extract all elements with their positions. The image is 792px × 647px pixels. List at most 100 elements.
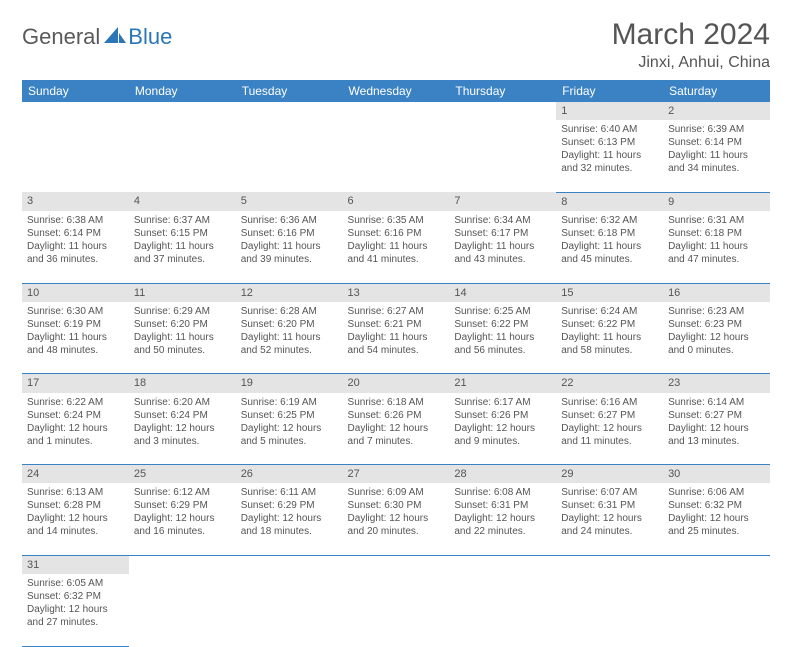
day-number: 1: [556, 102, 663, 120]
week-row: Sunrise: 6:22 AM Sunset: 6:24 PM Daylight:…: [22, 393, 770, 465]
day-cell: [22, 120, 129, 192]
sunrise-line: Sunrise: 6:13 AM: [27, 486, 124, 499]
weekday-header: Friday: [556, 80, 663, 102]
weekday-header: Saturday: [663, 80, 770, 102]
daylight-line: Daylight: 11 hours and 32 minutes.: [561, 149, 658, 175]
daylight-line: Daylight: 12 hours and 11 minutes.: [561, 422, 658, 448]
sunset-line: Sunset: 6:27 PM: [668, 409, 765, 422]
sunrise-line: Sunrise: 6:20 AM: [134, 396, 231, 409]
sunset-line: Sunset: 6:17 PM: [454, 227, 551, 240]
daylight-line: Daylight: 12 hours and 22 minutes.: [454, 512, 551, 538]
day-number: [343, 555, 450, 574]
day-number: 16: [663, 283, 770, 302]
calendar-table: SundayMondayTuesdayWednesdayThursdayFrid…: [22, 80, 770, 647]
sunset-line: Sunset: 6:18 PM: [561, 227, 658, 240]
sunset-line: Sunset: 6:18 PM: [668, 227, 765, 240]
sunset-line: Sunset: 6:32 PM: [668, 499, 765, 512]
day-number: [343, 102, 450, 120]
sunrise-line: Sunrise: 6:18 AM: [348, 396, 445, 409]
day-cell: [449, 120, 556, 192]
day-number: 6: [343, 192, 450, 211]
day-number: 13: [343, 283, 450, 302]
day-cell: Sunrise: 6:39 AMSunset: 6:14 PMDaylight:…: [663, 120, 770, 192]
day-cell: Sunrise: 6:11 AMSunset: 6:29 PMDaylight:…: [236, 483, 343, 555]
day-cell: [556, 574, 663, 646]
day-number: 28: [449, 465, 556, 484]
day-cell: Sunrise: 6:19 AMSunset: 6:25 PMDaylight:…: [236, 393, 343, 465]
week-row: Sunrise: 6:38 AMSunset: 6:14 PMDaylight:…: [22, 211, 770, 283]
daylight-line: Daylight: 12 hours and 24 minutes.: [561, 512, 658, 538]
day-number: 18: [129, 374, 236, 393]
daylight-line: Daylight: 12 hours and 5 minutes.: [241, 422, 338, 448]
day-number: [236, 555, 343, 574]
sunset-line: Sunset: 6:15 PM: [134, 227, 231, 240]
day-cell: [236, 120, 343, 192]
sunrise-line: Sunrise: 6:19 AM: [241, 396, 338, 409]
day-number: 14: [449, 283, 556, 302]
weekday-header: Monday: [129, 80, 236, 102]
sunset-line: Sunset: 6:13 PM: [561, 136, 658, 149]
daylight-line: Daylight: 12 hours and 20 minutes.: [348, 512, 445, 538]
sunrise-line: Sunrise: 6:14 AM: [668, 396, 765, 409]
day-cell: Sunrise: 6:30 AMSunset: 6:19 PMDaylight:…: [22, 302, 129, 374]
day-number: 29: [556, 465, 663, 484]
weekday-header: Wednesday: [343, 80, 450, 102]
day-number: 21: [449, 374, 556, 393]
sunset-line: Sunset: 6:14 PM: [668, 136, 765, 149]
day-cell: Sunrise: 6:37 AMSunset: 6:15 PMDaylight:…: [129, 211, 236, 283]
sunset-line: Sunset: 6:26 PM: [454, 409, 551, 422]
daylight-line: Daylight: 11 hours and 54 minutes.: [348, 331, 445, 357]
day-number: 20: [343, 374, 450, 393]
logo-text-blue: Blue: [128, 24, 172, 50]
sunset-line: Sunset: 6:25 PM: [241, 409, 338, 422]
sunrise-line: Sunrise: 6:12 AM: [134, 486, 231, 499]
day-cell: Sunrise: 6:36 AMSunset: 6:16 PMDaylight:…: [236, 211, 343, 283]
day-number: [129, 102, 236, 120]
logo: General Blue: [22, 24, 172, 50]
page-title: March 2024: [612, 18, 770, 52]
sunset-line: Sunset: 6:31 PM: [561, 499, 658, 512]
day-number: [663, 555, 770, 574]
daylight-line: Daylight: 12 hours and 27 minutes.: [27, 603, 124, 629]
day-number: 27: [343, 465, 450, 484]
sunset-line: Sunset: 6:24 PM: [134, 409, 231, 422]
day-number: 9: [663, 192, 770, 211]
sunrise-line: Sunrise: 6:25 AM: [454, 305, 551, 318]
sunset-line: Sunset: 6:22 PM: [561, 318, 658, 331]
daynum-row: 10111213141516: [22, 283, 770, 302]
daylight-line: Daylight: 11 hours and 41 minutes.: [348, 240, 445, 266]
calendar-body: 12Sunrise: 6:40 AMSunset: 6:13 PMDayligh…: [22, 102, 770, 646]
weekday-row: SundayMondayTuesdayWednesdayThursdayFrid…: [22, 80, 770, 102]
day-number: 17: [22, 374, 129, 393]
day-cell: Sunrise: 6:32 AMSunset: 6:18 PMDaylight:…: [556, 211, 663, 283]
sunrise-line: Sunrise: 6:08 AM: [454, 486, 551, 499]
day-cell: Sunrise: 6:16 AMSunset: 6:27 PMDaylight:…: [556, 393, 663, 465]
sunset-line: Sunset: 6:26 PM: [348, 409, 445, 422]
day-cell: Sunrise: 6:07 AMSunset: 6:31 PMDaylight:…: [556, 483, 663, 555]
sunrise-line: Sunrise: 6:36 AM: [241, 214, 338, 227]
sunrise-line: Sunrise: 6:22 AM: [27, 396, 124, 409]
sunrise-line: Sunrise: 6:11 AM: [241, 486, 338, 499]
weekday-header: Thursday: [449, 80, 556, 102]
day-cell: Sunrise: 6:18 AMSunset: 6:26 PMDaylight:…: [343, 393, 450, 465]
day-number: 8: [556, 192, 663, 211]
daylight-line: Daylight: 11 hours and 48 minutes.: [27, 331, 124, 357]
sunrise-line: Sunrise: 6:23 AM: [668, 305, 765, 318]
sunrise-line: Sunrise: 6:30 AM: [27, 305, 124, 318]
daylight-line: Daylight: 11 hours and 37 minutes.: [134, 240, 231, 266]
logo-text-general: General: [22, 24, 100, 50]
day-cell: Sunrise: 6:20 AMSunset: 6:24 PMDaylight:…: [129, 393, 236, 465]
day-cell: [129, 574, 236, 646]
day-number: 30: [663, 465, 770, 484]
sunset-line: Sunset: 6:19 PM: [27, 318, 124, 331]
sunset-line: Sunset: 6:28 PM: [27, 499, 124, 512]
daylight-line: Daylight: 12 hours and 13 minutes.: [668, 422, 765, 448]
day-cell: Sunrise: 6:23 AMSunset: 6:23 PMDaylight:…: [663, 302, 770, 374]
daylight-line: Daylight: 11 hours and 34 minutes.: [668, 149, 765, 175]
calendar-head: SundayMondayTuesdayWednesdayThursdayFrid…: [22, 80, 770, 102]
logo-sail-icon: [104, 25, 126, 50]
day-cell: [129, 120, 236, 192]
day-number: 2: [663, 102, 770, 120]
day-cell: Sunrise: 6:31 AMSunset: 6:18 PMDaylight:…: [663, 211, 770, 283]
day-number: 23: [663, 374, 770, 393]
